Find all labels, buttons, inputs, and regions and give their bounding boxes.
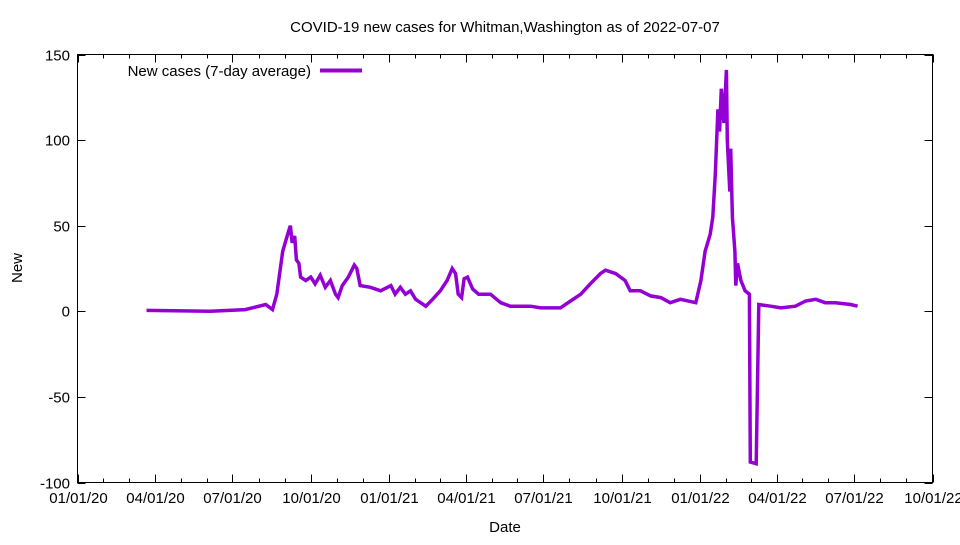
- x-tick-label: 07/01/21: [514, 490, 572, 507]
- legend: New cases (7-day average): [128, 63, 362, 80]
- y-tick-label: 0: [62, 304, 70, 321]
- y-tick-label: 50: [53, 219, 70, 236]
- y-tick-label: 150: [45, 48, 70, 65]
- x-axis-label: Date: [489, 519, 521, 536]
- y-axis-label: New: [9, 253, 26, 283]
- x-tick-label: 04/01/22: [748, 490, 806, 507]
- x-tick-label: 04/01/21: [437, 490, 495, 507]
- x-tick-label: 07/01/20: [203, 490, 261, 507]
- x-tick-label: 01/01/21: [360, 490, 418, 507]
- x-tick-label: 01/01/20: [49, 490, 107, 507]
- x-tick-label: 10/01/20: [282, 490, 340, 507]
- y-tick-label: 100: [45, 133, 70, 150]
- x-tick-label: 07/01/22: [825, 490, 883, 507]
- x-axis: 01/01/20 04/01/20 07/01/20 10/01/20 01/01/21…: [49, 55, 960, 508]
- series-line-new-cases: [147, 70, 858, 464]
- y-tick-label: -50: [48, 390, 70, 407]
- plot-frame: [78, 55, 933, 483]
- legend-label: New cases (7-day average): [128, 63, 311, 80]
- chart-title: COVID-19 new cases for Whitman,Washingto…: [290, 19, 720, 36]
- x-tick-label: 04/01/20: [126, 490, 184, 507]
- x-tick-label: 10/01/22: [904, 490, 960, 507]
- x-tick-label: 10/01/21: [593, 490, 651, 507]
- x-tick-label: 01/01/22: [671, 490, 729, 507]
